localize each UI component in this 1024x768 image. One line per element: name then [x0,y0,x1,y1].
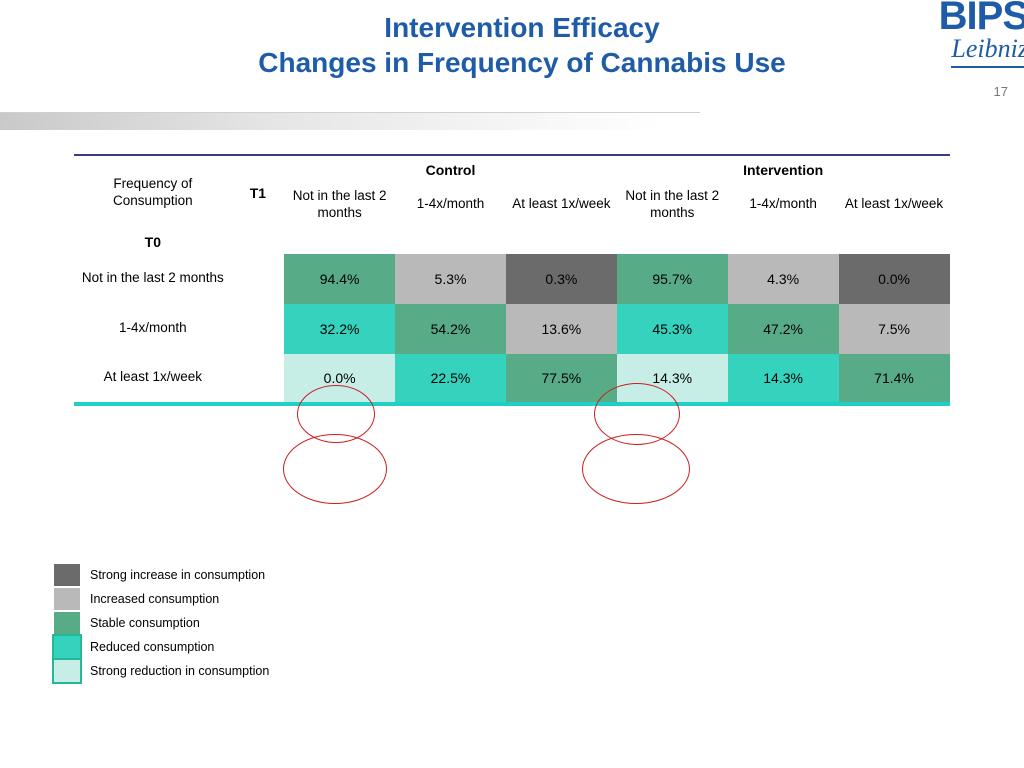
legend-swatch [54,588,80,610]
subheader-c-1: 1-4x/month [395,184,506,230]
matrix-cell: 22.5% [395,354,506,404]
logo-text-top: BIPS [939,0,1024,36]
matrix-cell: 77.5% [506,354,617,404]
page-number: 17 [994,84,1008,99]
matrix-cell: 71.4% [839,354,950,404]
matrix-cell: 7.5% [839,304,950,354]
logo-text-script: Leibniz [951,34,1024,68]
matrix-cell: 47.2% [728,304,839,354]
matrix-cell: 32.2% [284,304,395,354]
subheader-c-0: Not in the last 2 months [284,184,395,230]
matrix-cell: 0.0% [839,254,950,304]
legend-label: Strong reduction in consumption [90,664,269,678]
matrix-cell: 45.3% [617,304,728,354]
group-header-intervention: Intervention [617,155,950,184]
header-t1: T1 [232,155,285,230]
group-header-control: Control [284,155,617,184]
matrix-cell: 4.3% [728,254,839,304]
legend-item: Stable consumption [54,612,269,634]
row-label: Not in the last 2 months [74,254,232,304]
matrix-cell: 14.3% [728,354,839,404]
divider-gradient [0,112,700,130]
row-label: 1-4x/month [74,304,232,354]
title-block: Intervention Efficacy Changes in Frequen… [140,10,904,80]
legend-swatch [54,612,80,634]
legend-item: Strong increase in consumption [54,564,269,586]
legend-swatch [54,636,80,658]
subheader-i-0: Not in the last 2 months [617,184,728,230]
header-freq-label: Frequency of Consumption [74,155,232,230]
legend-label: Increased consumption [90,592,219,606]
matrix-cell: 5.3% [395,254,506,304]
matrix-cell: 0.0% [284,354,395,404]
legend-item: Increased consumption [54,588,269,610]
subheader-c-2: At least 1x/week [506,184,617,230]
legend-label: Strong increase in consumption [90,568,265,582]
subheader-i-1: 1-4x/month [728,184,839,230]
highlight-circle [283,434,387,504]
highlight-circle [582,434,690,504]
transition-matrix-table: Frequency of Consumption T1 Control Inte… [74,154,950,406]
matrix-cell: 13.6% [506,304,617,354]
header-t0: T0 [74,230,232,254]
legend: Strong increase in consumption Increased … [54,562,269,684]
row-label: At least 1x/week [74,354,232,404]
title-line-2: Changes in Frequency of Cannabis Use [140,45,904,80]
subheader-i-2: At least 1x/week [839,184,950,230]
matrix-cell: 14.3% [617,354,728,404]
logo: BIPS Leibniz [934,0,1024,70]
matrix-cell: 95.7% [617,254,728,304]
matrix-cell: 54.2% [395,304,506,354]
matrix-cell: 0.3% [506,254,617,304]
legend-swatch [54,564,80,586]
matrix-cell: 94.4% [284,254,395,304]
legend-swatch [54,660,80,682]
legend-label: Reduced consumption [90,640,214,654]
legend-item: Reduced consumption [54,636,269,658]
legend-label: Stable consumption [90,616,200,630]
legend-item: Strong reduction in consumption [54,660,269,682]
title-line-1: Intervention Efficacy [140,10,904,45]
